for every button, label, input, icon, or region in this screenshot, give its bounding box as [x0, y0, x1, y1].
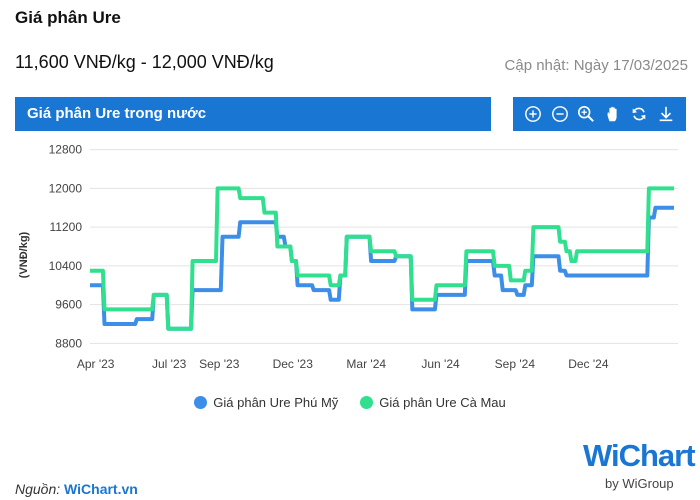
- x-tick-label: Dec '23: [273, 357, 314, 371]
- price-range: 11,600 VNĐ/kg - 12,000 VNĐ/kg: [15, 52, 274, 72]
- magnify-icon[interactable]: [576, 104, 596, 124]
- download-icon[interactable]: [656, 104, 676, 124]
- y-tick-label: 11200: [50, 220, 83, 234]
- zoom-in-icon[interactable]: [523, 104, 543, 124]
- y-tick-label: 10400: [49, 259, 83, 273]
- legend-item-ca-mau[interactable]: Giá phân Ure Cà Mau: [360, 395, 506, 410]
- page-title: Giá phân Ure: [15, 8, 121, 27]
- series-lines: [90, 186, 674, 331]
- source-prefix: Nguồn:: [15, 481, 61, 497]
- logo-text: WiChart: [583, 438, 696, 473]
- x-tick-label: Jul '23: [152, 357, 187, 371]
- chart-title: Giá phân Ure trong nước: [27, 105, 207, 122]
- legend-label-ca-mau: Giá phân Ure Cà Mau: [379, 395, 506, 410]
- reset-icon[interactable]: [629, 104, 649, 124]
- zoom-out-icon[interactable]: [550, 104, 570, 124]
- x-tick-label: Mar '24: [346, 357, 386, 371]
- chart-toolbar: [513, 97, 686, 131]
- y-tick-label: 12800: [49, 143, 83, 157]
- x-axis-ticks: Apr '23 Jul '23 Sep '23 Dec '23 Mar '24 Jun '…: [77, 357, 609, 371]
- logo-subtitle: by WiGroup: [605, 476, 674, 491]
- grid-lines: [90, 149, 678, 344]
- chart-title-bar: Giá phân Ure trong nước: [15, 97, 491, 131]
- series-line-ca-mau[interactable]: [90, 186, 674, 331]
- legend-marker-ca-mau: [360, 396, 374, 409]
- source-note: Nguồn: WiChart.vn: [15, 481, 138, 497]
- legend-marker-phu-my: [194, 396, 208, 409]
- x-tick-label: Jun '24: [421, 357, 460, 371]
- y-tick-label: 9600: [55, 298, 82, 312]
- x-tick-label: Apr '23: [77, 357, 115, 371]
- wichart-logo: WiChart by WiGroup: [583, 438, 696, 494]
- x-tick-label: Sep '23: [199, 357, 240, 371]
- y-axis-ticks: 8800 9600 10400 11200 12000 12800: [49, 143, 83, 351]
- source-link[interactable]: WiChart.vn: [64, 481, 138, 497]
- updated-date: Cập nhật: Ngày 17/03/2025: [504, 57, 688, 74]
- y-tick-label: 8800: [55, 336, 82, 350]
- legend-item-phu-my[interactable]: Giá phân Ure Phú Mỹ: [194, 395, 338, 410]
- pan-hand-icon[interactable]: [603, 104, 623, 124]
- chart-legend: Giá phân Ure Phú Mỹ Giá phân Ure Cà Mau: [0, 395, 700, 410]
- legend-label-phu-my: Giá phân Ure Phú Mỹ: [213, 395, 339, 410]
- series-line-phu-my[interactable]: [90, 205, 674, 331]
- x-tick-label: Dec '24: [568, 357, 609, 371]
- price-line-chart: 8800 9600 10400 11200 12000 12800 Apr '23 Jul …: [18, 143, 678, 371]
- y-axis-label: (VNĐ/kg): [18, 231, 30, 278]
- y-tick-label: 12000: [49, 181, 83, 195]
- x-tick-label: Sep '24: [495, 357, 536, 371]
